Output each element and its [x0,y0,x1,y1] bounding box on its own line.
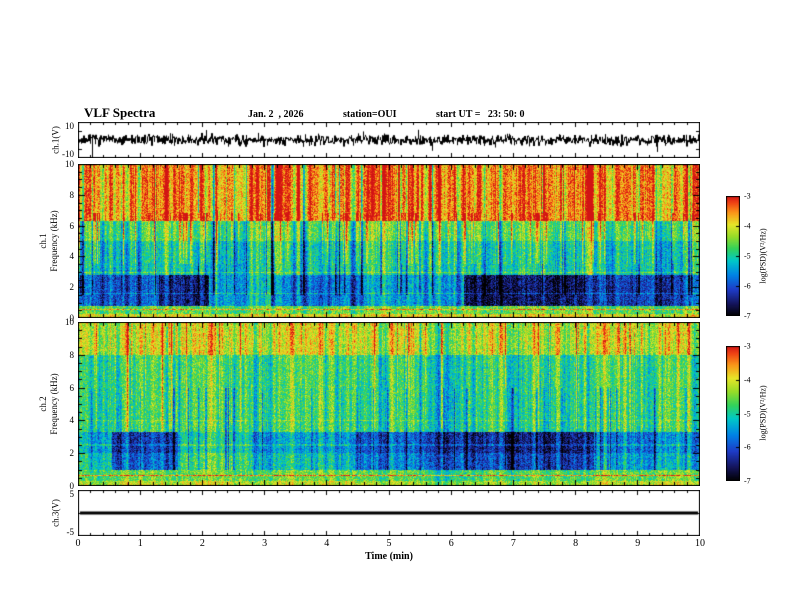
y-tick-label: 2 [69,282,75,293]
colorbar-tick-label: -7 [744,476,751,486]
ch1-voltage-trace-canvas [78,122,700,158]
colorbar-tick-label: -5 [744,251,751,261]
ch1-frequency-axis-label: ch.1 Frequency (kHz) [38,210,60,271]
ch1-frequency-axis-label-line1: ch.1 [38,233,49,249]
ch2-frequency-axis-label-line1: ch.2 [38,396,49,412]
y-tick-label: 0 [69,313,75,323]
y-tick-label: 10 [65,121,74,131]
y-tick-label: 10 [65,317,74,327]
ch3-voltage-axis-label: ch.3(V) [50,499,61,527]
y-tick-label: 2 [69,448,75,459]
ch2-frequency-axis-label: ch.2 Frequency (kHz) [38,373,60,434]
y-tick-label: 8 [69,189,75,200]
y-tick-label: -10 [62,149,74,159]
colorbar-tick-label: -4 [744,375,751,385]
ch1-frequency-axis-label-line2: Frequency (kHz) [49,210,59,272]
y-tick-label: 0 [69,481,75,491]
ch3-voltage-trace-canvas [78,490,700,536]
y-tick-label: 5 [69,489,75,499]
ch1-spectrogram-canvas [78,164,700,318]
y-tick-label: 4 [69,415,75,426]
colorbar-tick-label: -3 [744,341,751,351]
x-tick-label: 2 [199,538,205,549]
colorbar-tick-label: -6 [744,281,751,291]
x-tick-label: 7 [510,538,516,549]
plot-date: Jan. 2 , 2026 [248,109,304,120]
colorbar-ch1-canvas [726,196,740,316]
y-tick-label: 4 [69,251,75,262]
plot-station: station=OUI [343,109,397,120]
y-tick-label: 10 [65,159,74,169]
y-tick-label: 6 [69,220,75,231]
x-tick-label: 3 [262,538,268,549]
colorbar-label-ch1: log(PSD)(V²/Hz) [758,228,768,284]
colorbar-tick-label: -5 [744,409,751,418]
x-tick-label: 9 [635,538,641,549]
time-axis-label: Time (min) [365,551,413,562]
x-tick-label: 5 [386,538,392,549]
x-tick-label: 4 [324,538,330,549]
colorbar-label-ch2: log(PSD)(V²/Hz) [758,385,768,441]
plot-start-ut: start UT = 23: 50: 0 [436,109,525,120]
plot-title: VLF Spectra [84,105,156,120]
colorbar-tick-label: -6 [744,442,751,452]
x-tick-label: 1 [137,538,143,549]
y-tick-label: 6 [69,382,75,393]
x-tick-label: 6 [448,538,454,549]
x-tick-label: 10 [695,538,705,549]
x-tick-label: 8 [573,538,579,549]
colorbar-ch2-canvas [726,346,740,481]
ch2-frequency-axis-label-line2: Frequency (kHz) [49,373,59,435]
y-tick-label: -5 [66,527,75,537]
colorbar-tick-label: -7 [744,311,751,321]
x-tick-label: 0 [75,538,81,549]
ch2-spectrogram-canvas [78,322,700,486]
y-tick-label: 8 [69,349,75,360]
ch1-voltage-axis-label: ch.1(V) [50,126,61,154]
colorbar-tick-label: -4 [744,221,751,231]
colorbar-tick-label: -3 [744,191,751,201]
